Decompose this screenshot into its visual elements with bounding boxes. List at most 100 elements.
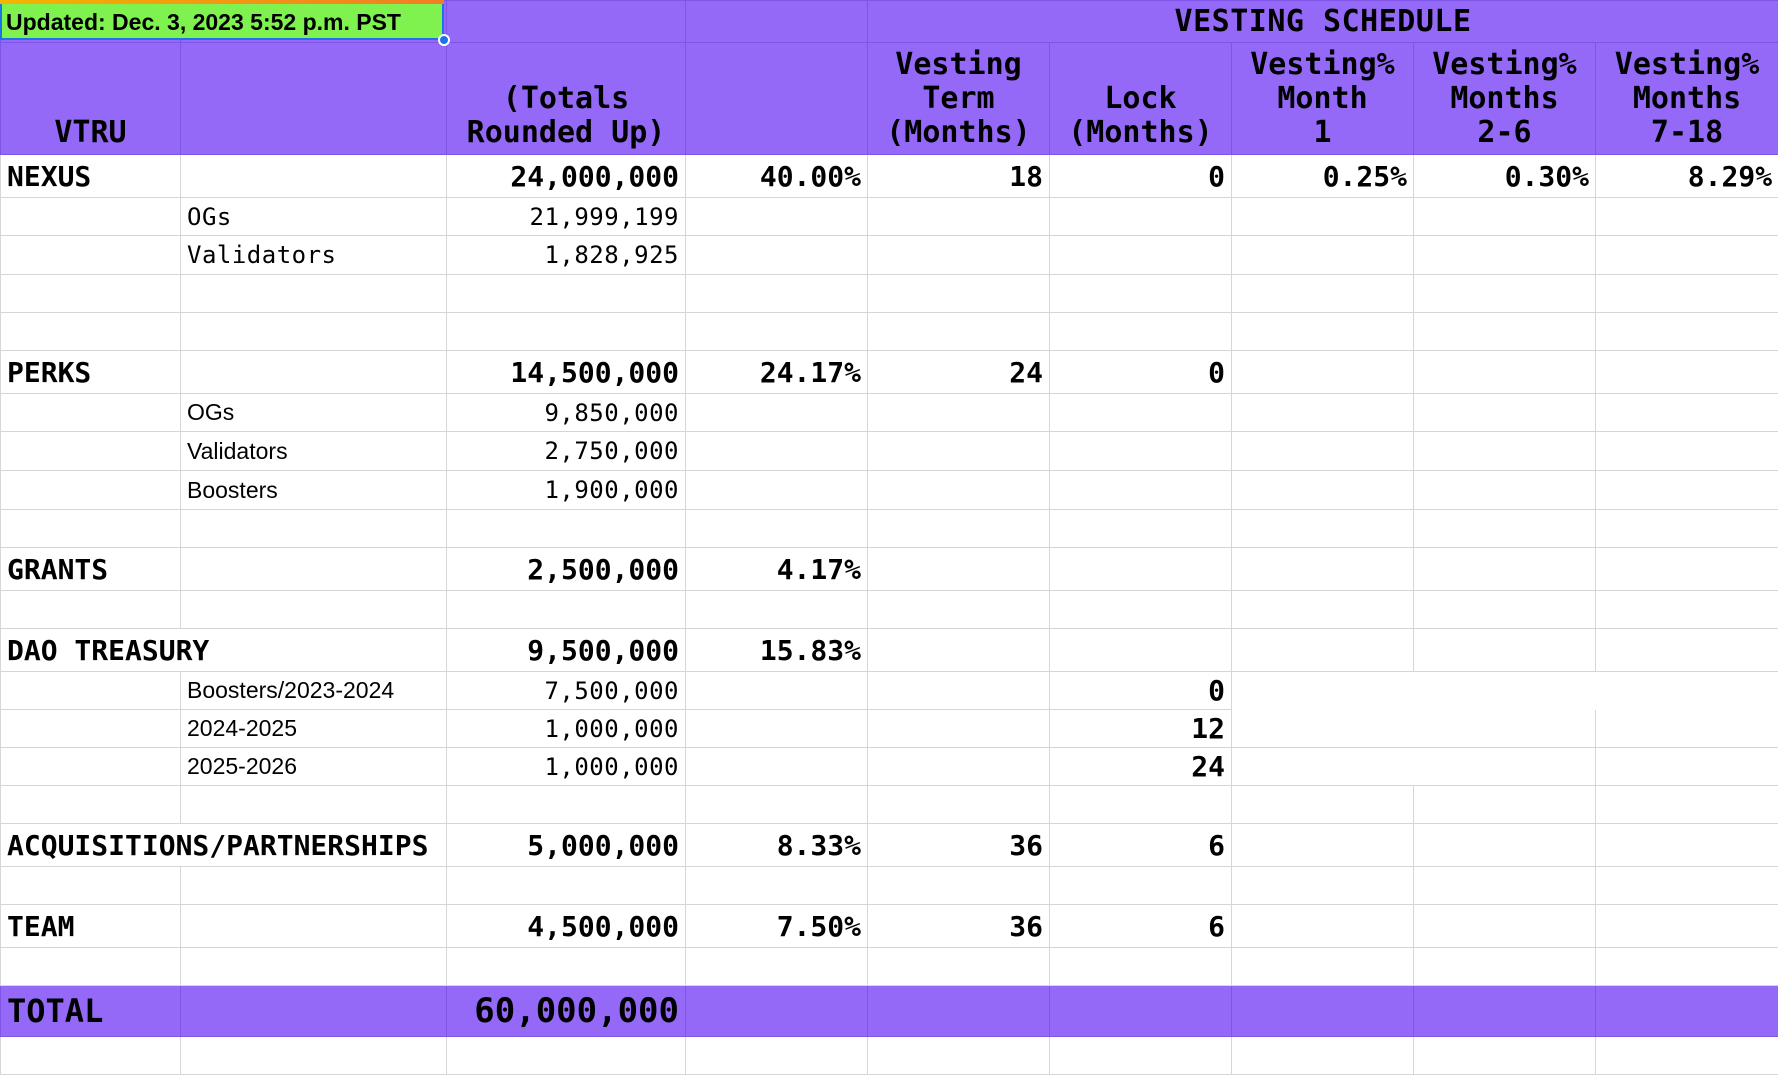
cell[interactable]	[686, 236, 868, 275]
section-label[interactable]: GRANTS	[1, 548, 181, 591]
lock-months[interactable]: 6	[1050, 905, 1232, 948]
cell[interactable]	[868, 591, 1050, 629]
cell[interactable]	[1, 748, 181, 786]
cell[interactable]	[868, 432, 1050, 471]
cell[interactable]	[181, 867, 447, 905]
cell[interactable]	[1, 236, 181, 275]
cell[interactable]	[868, 394, 1050, 432]
cell[interactable]	[1232, 748, 1414, 786]
cell[interactable]	[1050, 198, 1232, 236]
header-cell[interactable]	[181, 43, 447, 155]
sub-label[interactable]: OGs	[181, 394, 447, 432]
header-vesting-months-2-6[interactable]: Vesting% Months 2-6	[1414, 43, 1596, 155]
cell[interactable]	[181, 548, 447, 591]
section-label[interactable]: ACQUISITIONS/PARTNERSHIPS	[1, 824, 447, 867]
header-vesting-months-7-18[interactable]: Vesting% Months 7-18	[1596, 43, 1778, 155]
cell[interactable]	[868, 510, 1050, 548]
cell[interactable]	[1414, 471, 1596, 510]
cell[interactable]	[1232, 275, 1414, 313]
cell[interactable]	[1232, 313, 1414, 351]
cell[interactable]	[447, 948, 686, 986]
cell[interactable]	[868, 1037, 1050, 1075]
header-lock[interactable]: Lock (Months)	[1050, 43, 1232, 155]
cell[interactable]	[1596, 591, 1778, 629]
cell[interactable]	[686, 710, 868, 748]
cell[interactable]	[1232, 351, 1414, 394]
section-total[interactable]: 2,500,000	[447, 548, 686, 591]
cell[interactable]	[447, 1037, 686, 1075]
vesting-schedule-header[interactable]: VESTING SCHEDULE	[868, 1, 1778, 43]
cell[interactable]	[1232, 591, 1414, 629]
lock-months[interactable]: 24	[1050, 748, 1232, 786]
cell[interactable]	[1596, 510, 1778, 548]
sub-label[interactable]: Validators	[181, 432, 447, 471]
cell[interactable]	[1414, 672, 1596, 710]
cell[interactable]	[686, 672, 868, 710]
section-percent[interactable]: 24.17%	[686, 351, 868, 394]
cell[interactable]	[447, 786, 686, 824]
cell[interactable]	[1232, 1037, 1414, 1075]
cell[interactable]	[1414, 591, 1596, 629]
section-percent[interactable]: 8.33%	[686, 824, 868, 867]
cell[interactable]	[181, 786, 447, 824]
cell[interactable]	[1596, 394, 1778, 432]
cell[interactable]	[868, 710, 1050, 748]
cell[interactable]	[686, 313, 868, 351]
cell[interactable]	[868, 786, 1050, 824]
cell[interactable]	[1414, 1037, 1596, 1075]
cell[interactable]	[868, 948, 1050, 986]
cell[interactable]	[1, 471, 181, 510]
cell[interactable]	[1232, 867, 1414, 905]
cell[interactable]	[1050, 867, 1232, 905]
cell[interactable]	[1596, 351, 1778, 394]
cell[interactable]	[686, 394, 868, 432]
cell[interactable]	[1, 198, 181, 236]
cell[interactable]	[1232, 986, 1414, 1037]
cell[interactable]	[1414, 986, 1596, 1037]
lock-months[interactable]: 0	[1050, 672, 1232, 710]
updated-note-cell[interactable]: Updated: Dec. 3, 2023 5:52 p.m. PST	[0, 0, 444, 40]
cell[interactable]	[1414, 710, 1596, 748]
cell[interactable]	[1, 710, 181, 748]
cell[interactable]	[1232, 510, 1414, 548]
cell[interactable]	[1, 1037, 181, 1075]
cell[interactable]	[1232, 786, 1414, 824]
section-label[interactable]: PERKS	[1, 351, 181, 394]
cell[interactable]	[1232, 236, 1414, 275]
cell[interactable]	[1596, 236, 1778, 275]
cell[interactable]	[1232, 710, 1414, 748]
cell[interactable]	[1414, 629, 1596, 672]
cell[interactable]	[1, 867, 181, 905]
cell[interactable]	[1596, 948, 1778, 986]
sub-label[interactable]: Validators	[181, 236, 447, 275]
sub-label[interactable]: OGs	[181, 198, 447, 236]
cell[interactable]	[868, 198, 1050, 236]
vesting-month-1[interactable]: 0.25%	[1232, 155, 1414, 198]
cell[interactable]	[1596, 1037, 1778, 1075]
cell[interactable]	[686, 986, 868, 1037]
cell[interactable]	[1596, 548, 1778, 591]
cell[interactable]	[447, 510, 686, 548]
cell[interactable]	[686, 510, 868, 548]
header-cell[interactable]	[447, 1, 686, 43]
header-vesting-month-1[interactable]: Vesting% Month 1	[1232, 43, 1414, 155]
cell[interactable]	[1232, 905, 1414, 948]
cell[interactable]	[1, 672, 181, 710]
cell[interactable]	[1596, 905, 1778, 948]
cell[interactable]	[686, 786, 868, 824]
sub-label[interactable]: 2024-2025	[181, 710, 447, 748]
cell[interactable]	[868, 313, 1050, 351]
cell[interactable]	[1414, 275, 1596, 313]
cell[interactable]	[181, 905, 447, 948]
cell[interactable]	[1, 394, 181, 432]
cell[interactable]	[686, 867, 868, 905]
cell[interactable]	[686, 1037, 868, 1075]
cell[interactable]	[1, 313, 181, 351]
cell[interactable]	[868, 748, 1050, 786]
section-total[interactable]: 5,000,000	[447, 824, 686, 867]
cell[interactable]	[1596, 432, 1778, 471]
cell[interactable]	[1596, 824, 1778, 867]
lock-months[interactable]: 0	[1050, 155, 1232, 198]
sub-value[interactable]: 2,750,000	[447, 432, 686, 471]
sub-value[interactable]: 9,850,000	[447, 394, 686, 432]
